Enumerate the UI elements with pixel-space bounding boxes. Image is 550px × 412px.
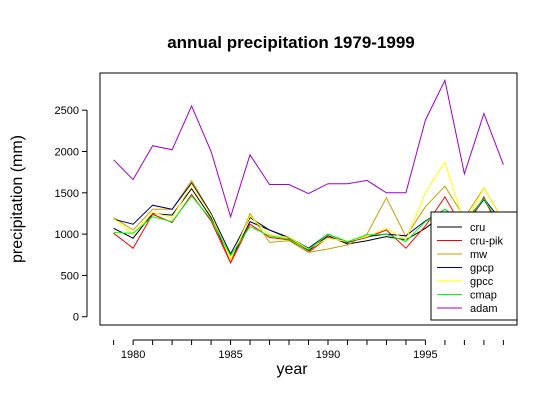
series-line-gpcc [113, 161, 504, 261]
x-tick-label: 1990 [316, 349, 340, 361]
series-line-adam [113, 78, 504, 219]
legend-label-gpcc: gpcc [470, 276, 494, 288]
chart-title: annual precipitation 1979-1999 [167, 33, 415, 52]
x-tick-label: 1985 [218, 349, 242, 361]
legend-label-cru-pik: cru-pik [470, 236, 504, 248]
legend-label-gpcp: gpcp [470, 263, 494, 275]
legend-label-cru: cru [470, 222, 485, 234]
legend-label-mw: mw [470, 249, 487, 261]
y-axis: 0 500 1000 1500 2000 2500 [55, 105, 88, 324]
x-tick-label: 1980 [121, 349, 145, 361]
plot-frame [99, 72, 518, 326]
y-tick-label: 1500 [55, 188, 79, 200]
y-tick-label: 2500 [55, 105, 79, 117]
y-axis-label: precipitation (mm) [9, 135, 26, 263]
y-tick-label: 2000 [55, 146, 79, 158]
y-tick-label: 500 [61, 270, 79, 282]
x-tick-label: 1995 [413, 349, 437, 361]
legend-label-cmap: cmap [470, 290, 497, 302]
x-axis: 1980 1985 1990 1995 [113, 339, 504, 361]
legend-label-adam: adam [470, 303, 498, 315]
y-tick-label: 1000 [55, 229, 79, 241]
legend-box [430, 211, 518, 321]
x-axis-label: year [276, 361, 308, 378]
y-tick-label: 0 [73, 312, 79, 324]
series-group [113, 78, 504, 265]
